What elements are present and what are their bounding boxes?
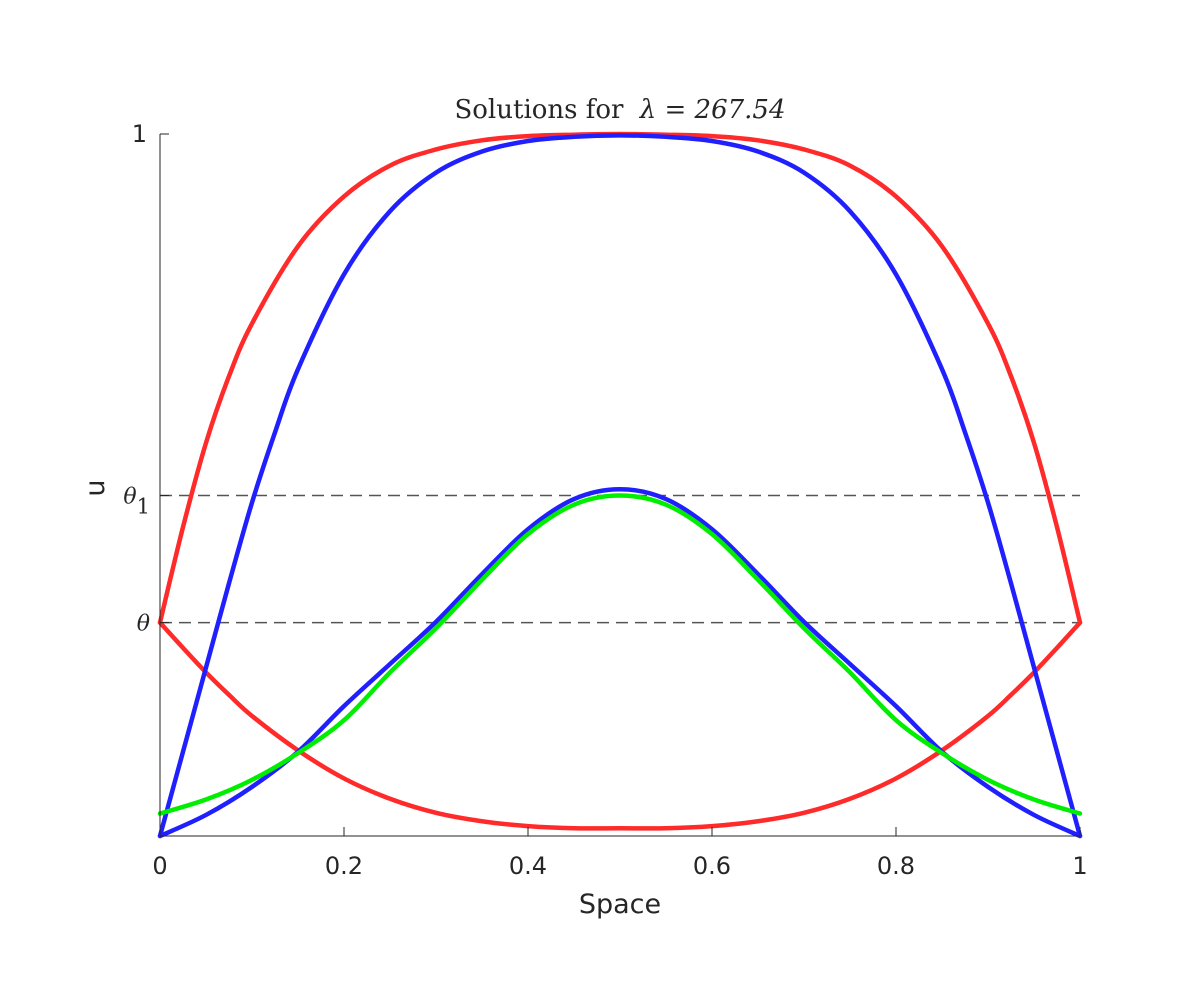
chart-title-math: λ = 267.54: [639, 95, 786, 125]
series-line-2: [157, 133, 1083, 839]
x-tick-label-4: 0.8: [877, 852, 915, 880]
x-tick-label-2: 0.4: [509, 852, 547, 880]
x-tick-label-5: 1: [1072, 852, 1087, 880]
series-line-1: [157, 620, 1083, 831]
chart-title-prefix: Solutions for: [454, 95, 624, 125]
x-tick-label-3: 0.6: [693, 852, 731, 880]
series-line-4: [157, 493, 1083, 816]
x-tick-label-1: 0.2: [325, 852, 363, 880]
series-layer: [157, 131, 1083, 839]
y-tick-label-2: 1: [132, 120, 147, 148]
y-axis-label: u: [80, 479, 111, 496]
x-ticks: 0 0.2 0.4 0.6 0.8 1: [152, 827, 1088, 880]
chart-title: Solutions for λ = 267.54: [454, 95, 785, 125]
y-ticks: θ θ1 1: [123, 120, 169, 637]
y-tick-label-1: θ1: [123, 485, 150, 519]
series-line-3: [157, 486, 1083, 839]
x-axis-label: Space: [579, 889, 661, 920]
x-tick-label-0: 0: [152, 852, 167, 880]
y-tick-label-0: θ: [137, 612, 150, 637]
